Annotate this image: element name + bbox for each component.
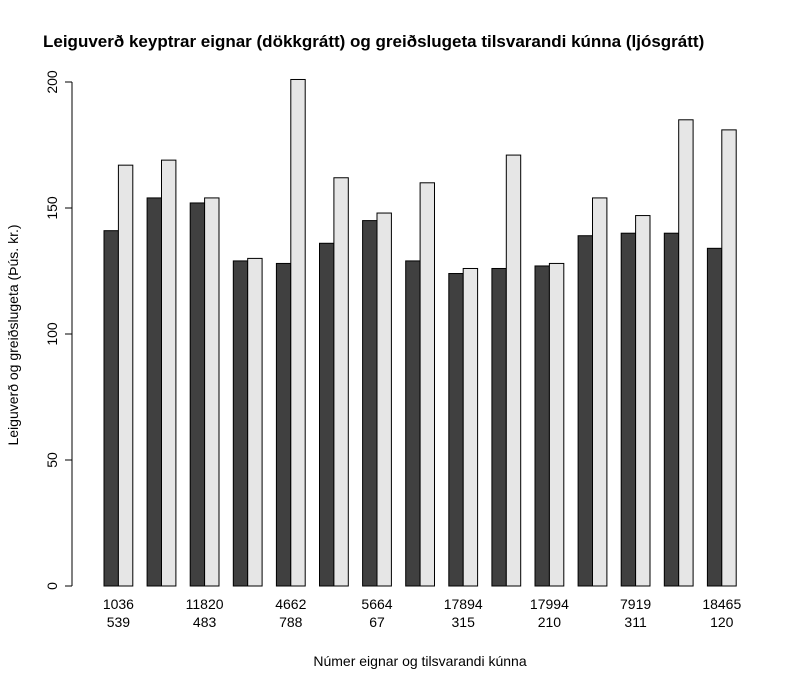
bar-capacity	[117, 164, 134, 587]
y-tick-label: 100	[44, 322, 60, 346]
x-tick-label-property: 7919	[620, 596, 651, 612]
x-tick-label-customer: 311	[624, 614, 647, 630]
x-tick-label-customer: 788	[279, 614, 303, 630]
y-tick-label: 200	[44, 70, 60, 94]
bar-rent	[663, 232, 680, 587]
x-tick-label-customer: 120	[710, 614, 734, 630]
x-tick-label-customer: 210	[538, 614, 562, 630]
bar-capacity	[721, 129, 737, 587]
bar-capacity	[376, 212, 392, 587]
x-tick-label-customer: 539	[107, 614, 131, 630]
bar-rent	[319, 242, 335, 587]
bar-rent	[362, 220, 378, 587]
bar-rent	[706, 247, 723, 587]
x-tick-label-customer: 315	[452, 614, 476, 630]
bar-rent	[275, 262, 292, 587]
x-tick-label-property: 5664	[361, 596, 392, 612]
bar-capacity	[635, 215, 651, 587]
bar-rent	[620, 232, 637, 587]
bar-rent	[189, 202, 206, 587]
bar-capacity	[204, 197, 220, 587]
x-tick-label-customer: 483	[193, 614, 217, 630]
x-axis-label: Númer eignar og tilsvarandi kúnna	[313, 653, 526, 669]
bar-capacity	[592, 197, 608, 587]
x-tick-labels: 1036 539 11820 483 4662 788 5664 67 17894 315 1799…	[103, 596, 742, 630]
bar-rent	[448, 273, 464, 587]
bar-capacity	[678, 119, 694, 587]
bar-capacity	[505, 154, 522, 587]
bar-capacity	[290, 78, 306, 587]
y-axis: 0 50 100 150 200	[44, 70, 73, 590]
bar-rent	[146, 197, 163, 587]
bar-rent	[491, 267, 507, 587]
bars	[103, 78, 737, 587]
chart-title: Leiguverð keyptrar eignar (dökkgrátt) og…	[43, 32, 704, 51]
y-tick-label: 0	[44, 582, 60, 590]
bar-rent	[103, 230, 119, 587]
bar-capacity	[161, 159, 177, 587]
bar-capacity	[333, 177, 349, 587]
y-tick-label: 150	[44, 196, 60, 220]
x-tick-label-property: 11820	[186, 596, 224, 612]
x-tick-label-property: 18465	[702, 596, 741, 612]
x-tick-label-customer: 67	[369, 614, 385, 630]
y-axis-label: Leiguverð og greiðslugeta (Þús. kr.)	[5, 224, 21, 445]
bar-rent	[405, 260, 421, 587]
bar-capacity	[462, 267, 479, 587]
y-tick-label: 50	[44, 452, 60, 468]
x-tick-label-property: 17894	[444, 596, 483, 612]
bar-rent	[534, 265, 550, 587]
bar-rent	[232, 260, 249, 587]
bar-capacity	[247, 257, 263, 587]
bar-rent	[577, 235, 593, 587]
x-tick-label-property: 1036	[103, 596, 134, 612]
bar-capacity	[548, 262, 565, 587]
x-tick-label-property: 4662	[275, 596, 306, 612]
x-tick-label-property: 17994	[530, 596, 569, 612]
bar-capacity	[419, 182, 436, 587]
